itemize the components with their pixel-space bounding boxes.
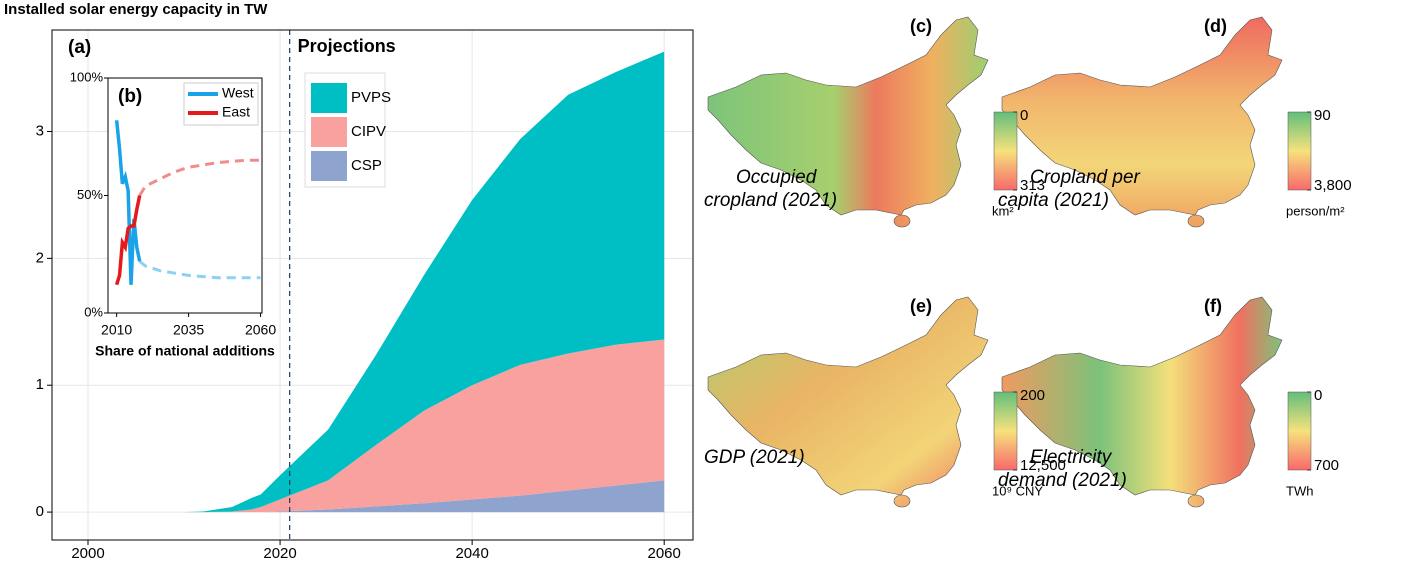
colorbar-unit: 10⁹ CNY — [992, 483, 1043, 498]
x-tick-label: 2035 — [173, 322, 204, 338]
projection-line — [138, 260, 261, 280]
panel-label: (f) — [1204, 296, 1222, 316]
colorbar-tick-label: 90 — [1314, 107, 1331, 124]
x-tick-label: 2060 — [245, 322, 276, 338]
y-tick-label: 3 — [36, 122, 44, 139]
chart-title: Installed solar energy capacity in TW — [4, 1, 268, 18]
colorbar-tick-label: 700 — [1314, 457, 1339, 474]
projection-line — [138, 158, 261, 197]
annotation: Projections — [298, 36, 396, 56]
legend-swatch — [311, 83, 347, 113]
line — [114, 195, 142, 286]
legend-label: CSP — [351, 157, 382, 174]
panel-label: (e) — [910, 296, 932, 316]
colorbar-tick-label: 313 — [1020, 177, 1045, 194]
map-title: GDP (2021) — [704, 447, 805, 468]
x-tick-label: 2020 — [263, 545, 296, 562]
y-tick-label: 0 — [36, 503, 44, 520]
colorbar-unit: person/m² — [1286, 203, 1345, 218]
colorbar-unit: km² — [992, 203, 1014, 218]
colorbar-tick-label: 0 — [1020, 107, 1028, 124]
y-tick-label: 0% — [84, 304, 103, 319]
panel-label: (a) — [68, 37, 91, 58]
panel-label: (c) — [910, 16, 932, 36]
area — [88, 51, 665, 513]
colorbar — [1287, 391, 1312, 471]
colorbar — [1287, 111, 1312, 191]
colorbar — [993, 111, 1018, 191]
legend-label: East — [222, 104, 250, 120]
map-title: capita (2021) — [998, 190, 1109, 211]
x-tick-label: 2010 — [101, 322, 132, 338]
colorbar-tick-label: 0 — [1314, 387, 1322, 404]
colorbar-tick-label: 200 — [1020, 387, 1045, 404]
colorbar-tick-label: 3,800 — [1314, 177, 1352, 194]
colorbar-unit: TWh — [1286, 483, 1313, 498]
area — [88, 339, 665, 513]
legend-swatch — [311, 151, 347, 181]
legend-box — [183, 82, 259, 126]
legend-label: CIPV — [351, 123, 386, 140]
legend-label: West — [222, 85, 254, 101]
y-tick-label: 1 — [36, 376, 44, 393]
map-shape — [707, 296, 989, 508]
line — [114, 120, 142, 285]
x-tick-label: 2000 — [71, 545, 104, 562]
legend-label: PVPS — [351, 89, 391, 106]
map-title: demand (2021) — [998, 470, 1127, 491]
x-tick-label: 2060 — [648, 545, 681, 562]
map-title: cropland (2021) — [704, 190, 837, 211]
area — [88, 480, 665, 513]
frame — [51, 29, 694, 541]
map-title: Electricity — [1030, 447, 1113, 468]
y-tick-label: 2 — [36, 249, 44, 266]
panel-label: (b) — [118, 86, 142, 107]
map-title: Cropland per — [1030, 167, 1141, 188]
y-tick-label: 100% — [70, 69, 104, 84]
colorbar-tick-label: 12,500 — [1020, 457, 1066, 474]
x-tick-label: 2040 — [455, 545, 488, 562]
map-title: Occupied — [736, 167, 818, 188]
x-axis-label: Share of national additions — [95, 343, 275, 359]
colorbar — [993, 391, 1018, 471]
legend-swatch — [311, 117, 347, 147]
y-tick-label: 50% — [77, 187, 103, 202]
panel-label: (d) — [1204, 16, 1227, 36]
